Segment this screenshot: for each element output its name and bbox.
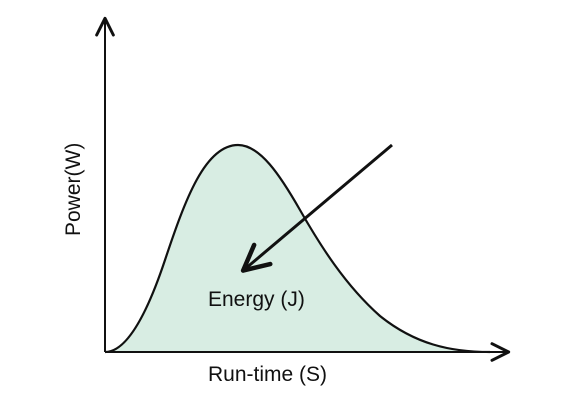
y-axis-label: Power(W) xyxy=(62,143,85,236)
area-label: Energy (J) xyxy=(208,288,305,311)
energy-pointer-arrow xyxy=(240,143,393,273)
energy-area xyxy=(105,145,490,352)
power-curve xyxy=(104,143,491,354)
x-axis-label: Run-time (S) xyxy=(208,363,327,386)
